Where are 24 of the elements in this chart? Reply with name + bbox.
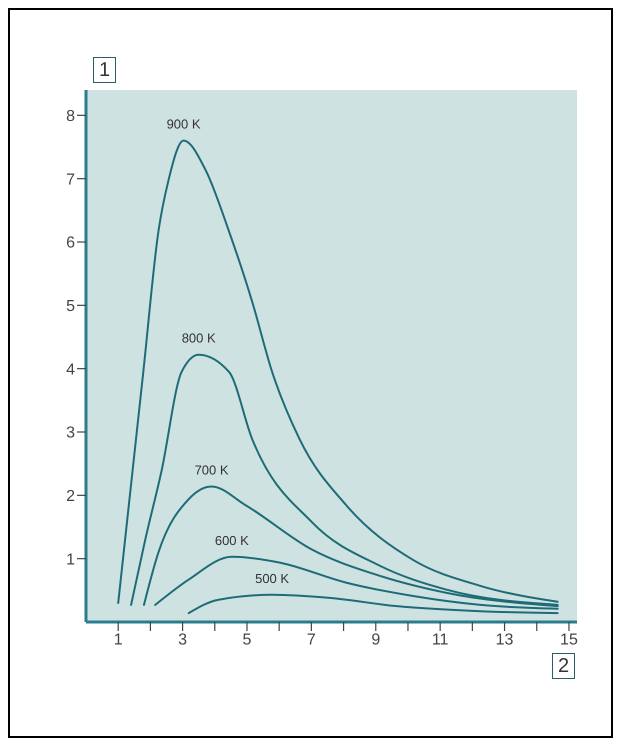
x-tick-label: 11	[432, 631, 449, 648]
series-label: 900 K	[166, 116, 201, 132]
y-tick-label: 8	[66, 108, 76, 126]
series-label: 600 K	[214, 532, 250, 548]
y-tick-label: 4	[66, 361, 76, 378]
series-label: 800 K	[182, 330, 216, 346]
y-tick-label: 5	[66, 298, 76, 316]
series-label: 500 K	[255, 570, 290, 586]
x-tick-label: 13	[496, 631, 514, 648]
y-tick-label: 7	[66, 171, 76, 188]
y-axis-title: 1	[93, 57, 116, 83]
series-label: 700 K	[194, 462, 229, 478]
line-series	[188, 594, 559, 614]
x-tick-label: 5	[242, 631, 252, 648]
x-tick-label: 1	[114, 631, 123, 648]
y-tick-label: 3	[66, 424, 76, 442]
x-axis-title: 2	[552, 653, 576, 679]
y-tick-label: 2	[66, 488, 76, 506]
y-tick-label: 6	[66, 234, 76, 252]
x-tick-label: 9	[371, 631, 380, 648]
x-tick-label: 7	[306, 631, 316, 648]
x-tick-label: 15	[560, 631, 578, 648]
x-tick-label: 3	[178, 631, 188, 648]
y-tick-label: 1	[66, 551, 76, 568]
